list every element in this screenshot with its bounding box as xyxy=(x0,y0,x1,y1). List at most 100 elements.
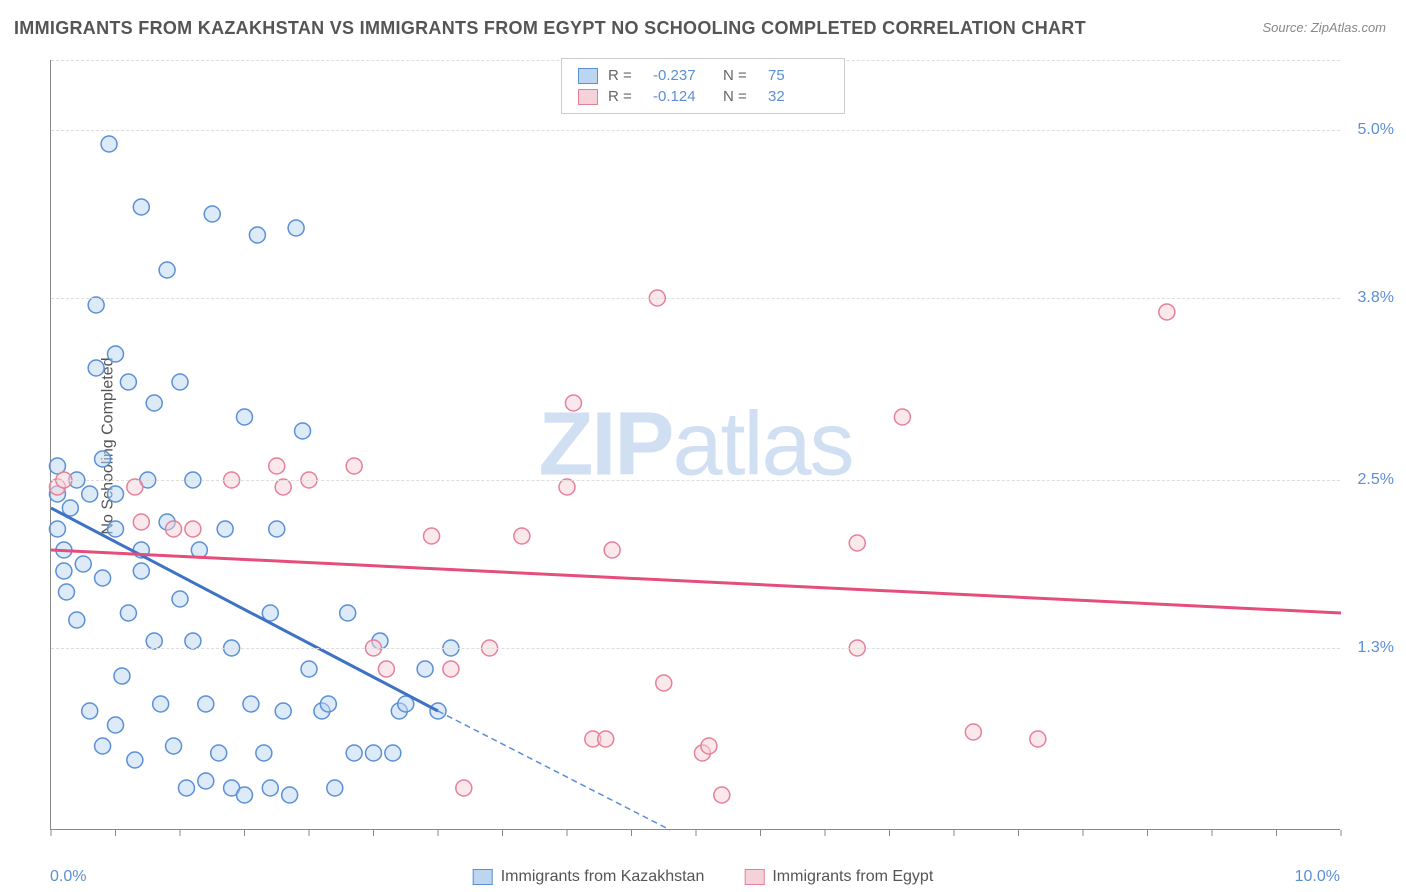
gridline xyxy=(51,648,1340,649)
data-point xyxy=(82,703,98,719)
y-tick-label: 2.5% xyxy=(1358,471,1394,489)
data-point xyxy=(120,374,136,390)
data-point xyxy=(120,605,136,621)
legend-series: Immigrants from Kazakhstan Immigrants fr… xyxy=(473,868,934,886)
data-point xyxy=(185,521,201,537)
data-point xyxy=(58,584,74,600)
data-point xyxy=(88,297,104,313)
gridline xyxy=(51,130,1340,131)
data-point xyxy=(127,479,143,495)
gridline xyxy=(51,480,1340,481)
data-point xyxy=(275,703,291,719)
x-tick-min: 0.0% xyxy=(50,868,86,886)
data-point xyxy=(237,409,253,425)
data-point xyxy=(146,395,162,411)
data-point xyxy=(598,731,614,747)
plot-area: ZIPatlas xyxy=(50,60,1340,830)
data-point xyxy=(108,717,124,733)
legend-stats: R = -0.237 N = 75 R = -0.124 N = 32 xyxy=(561,58,845,114)
data-point xyxy=(108,521,124,537)
y-tick-label: 1.3% xyxy=(1358,639,1394,657)
data-point xyxy=(1030,731,1046,747)
data-point xyxy=(114,668,130,684)
data-point xyxy=(565,395,581,411)
data-point xyxy=(269,458,285,474)
swatch-pink xyxy=(578,89,598,105)
data-point xyxy=(204,206,220,222)
data-point xyxy=(95,738,111,754)
data-point xyxy=(849,535,865,551)
data-point xyxy=(249,227,265,243)
y-tick-label: 3.8% xyxy=(1358,289,1394,307)
data-point xyxy=(340,605,356,621)
data-point xyxy=(198,773,214,789)
data-point xyxy=(172,591,188,607)
stat-label-r: R = xyxy=(608,67,643,84)
data-point xyxy=(243,696,259,712)
chart-title: IMMIGRANTS FROM KAZAKHSTAN VS IMMIGRANTS… xyxy=(14,18,1086,39)
data-point xyxy=(237,787,253,803)
stat-label-r: R = xyxy=(608,88,643,105)
chart-svg xyxy=(51,60,1340,829)
data-point xyxy=(456,780,472,796)
data-point xyxy=(185,633,201,649)
data-point xyxy=(178,780,194,796)
data-point xyxy=(198,696,214,712)
data-point xyxy=(69,612,85,628)
source-attribution: Source: ZipAtlas.com xyxy=(1262,20,1386,35)
data-point xyxy=(424,528,440,544)
legend-label: Immigrants from Kazakhstan xyxy=(501,868,705,886)
stat-value-n: 32 xyxy=(768,88,828,105)
data-point xyxy=(49,521,65,537)
data-point xyxy=(211,745,227,761)
gridline xyxy=(51,298,1340,299)
data-point xyxy=(320,696,336,712)
swatch-blue xyxy=(578,68,598,84)
data-point xyxy=(1159,304,1175,320)
data-point xyxy=(604,542,620,558)
stat-value-r: -0.124 xyxy=(653,88,713,105)
data-point xyxy=(159,262,175,278)
trend-line-extrapolated xyxy=(438,711,670,830)
data-point xyxy=(295,423,311,439)
swatch-blue xyxy=(473,869,493,885)
data-point xyxy=(133,563,149,579)
data-point xyxy=(256,745,272,761)
data-point xyxy=(346,745,362,761)
data-point xyxy=(95,570,111,586)
data-point xyxy=(378,661,394,677)
data-point xyxy=(894,409,910,425)
data-point xyxy=(127,752,143,768)
data-point xyxy=(559,479,575,495)
data-point xyxy=(262,780,278,796)
legend-item: Immigrants from Kazakhstan xyxy=(473,868,705,886)
trend-line xyxy=(51,508,438,711)
data-point xyxy=(366,745,382,761)
swatch-pink xyxy=(744,869,764,885)
data-point xyxy=(301,661,317,677)
data-point xyxy=(82,486,98,502)
data-point xyxy=(133,514,149,530)
data-point xyxy=(385,745,401,761)
data-point xyxy=(172,374,188,390)
y-tick-label: 5.0% xyxy=(1358,121,1394,139)
stat-value-r: -0.237 xyxy=(653,67,713,84)
data-point xyxy=(75,556,91,572)
data-point xyxy=(288,220,304,236)
data-point xyxy=(714,787,730,803)
data-point xyxy=(101,136,117,152)
data-point xyxy=(133,199,149,215)
legend-stats-row: R = -0.237 N = 75 xyxy=(578,65,828,86)
data-point xyxy=(443,661,459,677)
legend-label: Immigrants from Egypt xyxy=(772,868,933,886)
data-point xyxy=(108,346,124,362)
data-point xyxy=(275,479,291,495)
data-point xyxy=(417,661,433,677)
data-point xyxy=(514,528,530,544)
data-point xyxy=(269,521,285,537)
data-point xyxy=(88,360,104,376)
data-point xyxy=(95,451,111,467)
legend-item: Immigrants from Egypt xyxy=(744,868,933,886)
x-tick-max: 10.0% xyxy=(1295,868,1340,886)
data-point xyxy=(153,696,169,712)
